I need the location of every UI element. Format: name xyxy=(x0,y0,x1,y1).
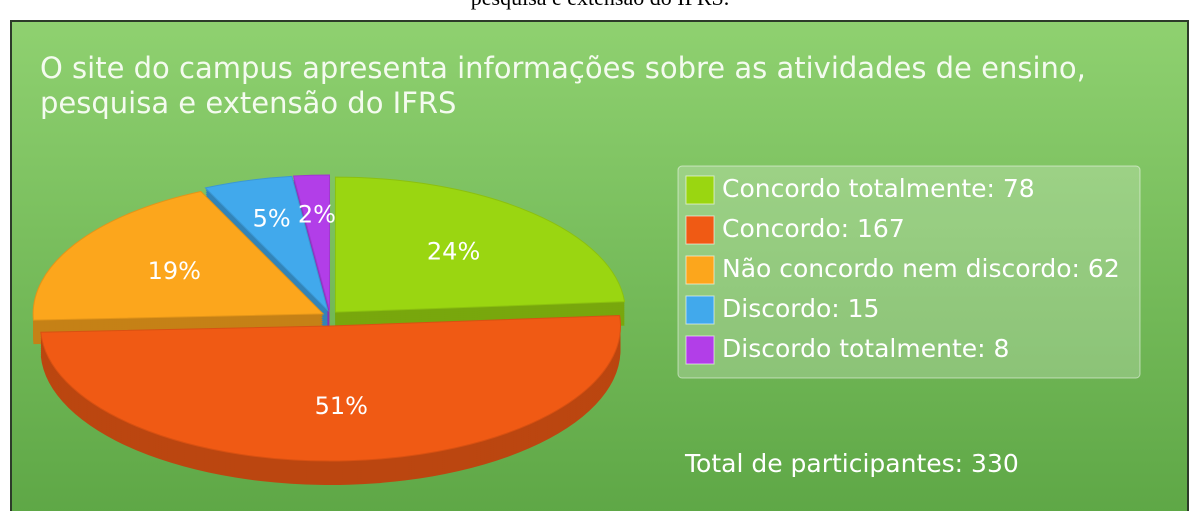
data-label: 24% xyxy=(427,238,480,266)
legend-label: Não concordo nem discordo: 62 xyxy=(722,254,1120,283)
slice xyxy=(292,174,331,311)
footer: Total de participantes: 330 xyxy=(684,449,1019,478)
legend-label: Concordo: 167 xyxy=(722,214,905,243)
legend-swatch xyxy=(685,175,715,205)
legend-label: Discordo totalmente: 8 xyxy=(722,334,1009,363)
legend-swatch xyxy=(685,295,715,325)
data-label: 51% xyxy=(315,392,368,420)
legend-swatch xyxy=(685,215,715,245)
data-label: 19% xyxy=(148,257,201,285)
data-label: 5% xyxy=(253,204,291,232)
chart-title: O site do campus apresenta informações s… xyxy=(40,51,1086,85)
caption: pesquisa e extensão do IFRS. xyxy=(471,0,729,10)
slice xyxy=(334,176,626,313)
slice xyxy=(204,175,329,312)
legend-label: Discordo: 15 xyxy=(722,294,879,323)
legend-swatch xyxy=(685,255,715,285)
slice xyxy=(32,190,325,321)
data-label: 2% xyxy=(298,201,336,229)
legend-box xyxy=(677,165,1141,379)
legend-swatch xyxy=(685,335,715,365)
chart-title: pesquisa e extensão do IFRS xyxy=(40,86,456,120)
legend-label: Concordo totalmente: 78 xyxy=(722,174,1035,203)
slice xyxy=(40,314,621,462)
